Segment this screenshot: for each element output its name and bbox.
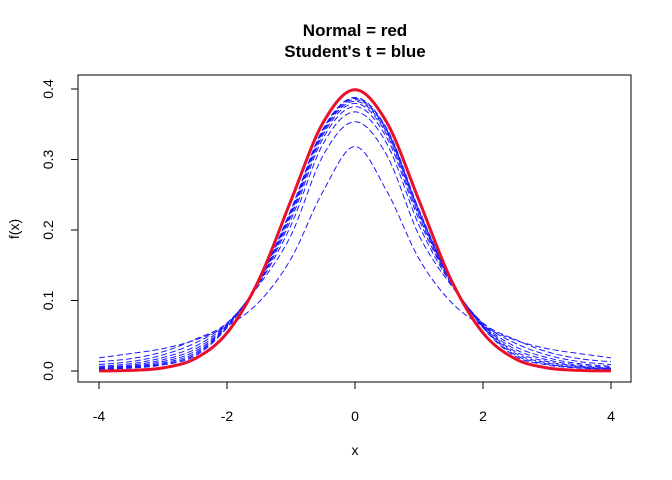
t-curve-9 (98, 96, 612, 371)
y-tick-label: 0.1 (40, 291, 56, 311)
t-curve-6 (98, 100, 612, 369)
t-curve-2 (98, 121, 612, 363)
x-tick-label: 2 (479, 408, 487, 424)
normal-distribution-curve (98, 88, 612, 373)
x-axis: -4 -2 0 2 4 (93, 381, 615, 424)
t-curve-5 (98, 102, 612, 368)
y-tick-label: 0.4 (40, 79, 56, 99)
chart-title: Normal = red (303, 21, 407, 40)
plot-frame (77, 74, 632, 383)
x-tick-label: 0 (351, 408, 359, 424)
t-distribution-curves (98, 96, 612, 371)
y-axis-label: f(x) (6, 219, 22, 239)
x-tick-label: -2 (221, 408, 234, 424)
normal-curve-line (98, 88, 612, 373)
t-curve-7 (98, 99, 612, 370)
x-axis-label: x (352, 442, 359, 458)
t-curve-4 (98, 106, 612, 367)
y-tick-label: 0.3 (40, 150, 56, 170)
t-curve-3 (98, 111, 612, 366)
y-tick-label: 0.0 (40, 361, 56, 381)
y-axis: 0.0 0.1 0.2 0.3 0.4 (40, 79, 79, 381)
t-curve-1 (98, 146, 612, 359)
t-curve-8 (98, 97, 612, 370)
chart-subtitle: Student's t = blue (284, 42, 425, 61)
x-tick-label: 4 (607, 408, 615, 424)
y-tick-label: 0.2 (40, 220, 56, 240)
x-tick-label: -4 (93, 408, 106, 424)
